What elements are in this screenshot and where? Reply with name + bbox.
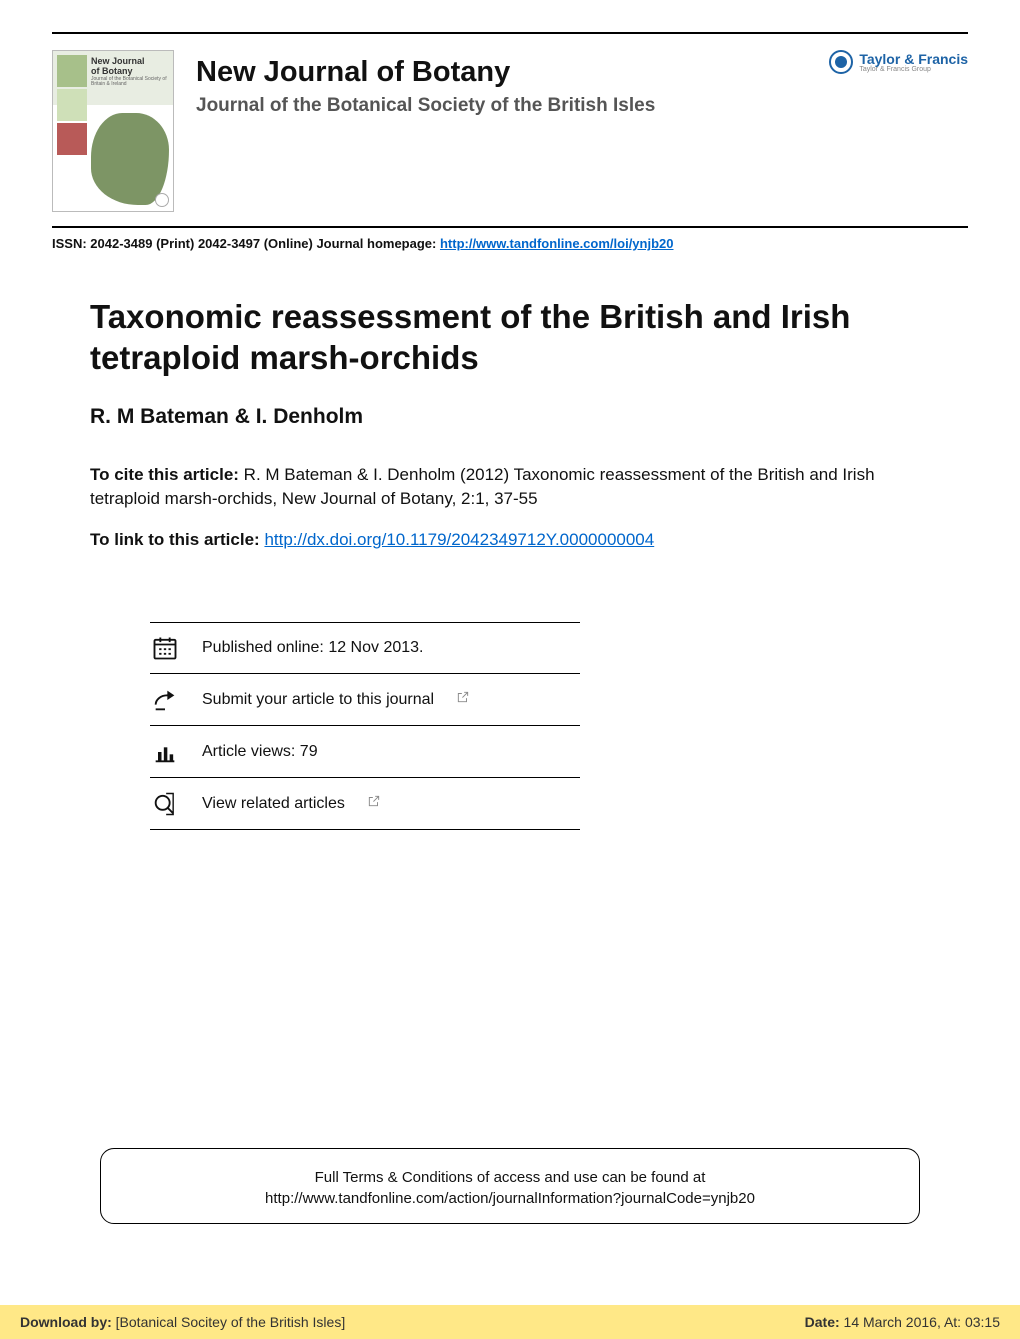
meta-published-row: Published online: 12 Nov 2013. bbox=[150, 622, 580, 674]
magnifier-document-icon bbox=[150, 789, 180, 819]
journal-cover-thumbnail: New Journal of Botany Journal of the Bot… bbox=[52, 50, 174, 212]
calendar-icon bbox=[150, 633, 180, 663]
download-by: Download by: [Botanical Socitey of the B… bbox=[20, 1314, 345, 1330]
meta-list: Published online: 12 Nov 2013. Submit yo… bbox=[150, 622, 930, 830]
citation: To cite this article: R. M Bateman & I. … bbox=[90, 463, 930, 512]
link-lead: To link to this article: bbox=[90, 530, 264, 549]
journal-subtitle: Journal of the Botanical Society of the … bbox=[196, 95, 968, 117]
download-bar: Download by: [Botanical Socitey of the B… bbox=[0, 1305, 1020, 1339]
bar-chart-icon bbox=[150, 737, 180, 767]
publisher-name: Taylor & Francis bbox=[859, 52, 968, 66]
meta-submit-row[interactable]: Submit your article to this journal bbox=[150, 674, 580, 726]
pencil-note-icon bbox=[150, 685, 180, 715]
download-lead: Download by: bbox=[20, 1314, 116, 1330]
publisher-tagline: Taylor & Francis Group bbox=[859, 66, 968, 73]
cover-publisher-badge bbox=[155, 193, 169, 207]
cover-subtitle: Journal of the Botanical Society of Brit… bbox=[91, 77, 169, 88]
meta-views-label: Article views: 79 bbox=[202, 743, 318, 761]
terms-line1: Full Terms & Conditions of access and us… bbox=[121, 1167, 899, 1188]
external-link-icon bbox=[456, 690, 470, 709]
meta-related-label: View related articles bbox=[202, 795, 345, 813]
article-title: Taxonomic reassessment of the British an… bbox=[90, 296, 930, 379]
download-date-lead: Date: bbox=[805, 1314, 844, 1330]
cover-title: New Journal of Botany Journal of the Bot… bbox=[91, 57, 169, 88]
article-link-line: To link to this article: http://dx.doi.o… bbox=[90, 530, 930, 550]
meta-views-row: Article views: 79 bbox=[150, 726, 580, 778]
publisher-badge: Taylor & Francis Taylor & Francis Group bbox=[829, 50, 968, 74]
citation-lead: To cite this article: bbox=[90, 465, 239, 484]
cover-side-images bbox=[57, 55, 87, 155]
download-date-value: 14 March 2016, At: 03:15 bbox=[844, 1314, 1000, 1330]
download-date: Date: 14 March 2016, At: 03:15 bbox=[805, 1314, 1000, 1330]
article-authors: R. M Bateman & I. Denholm bbox=[90, 405, 930, 429]
cover-map-graphic bbox=[91, 113, 169, 205]
meta-published-label: Published online: 12 Nov 2013. bbox=[202, 639, 424, 657]
publisher-text-block: Taylor & Francis Taylor & Francis Group bbox=[859, 52, 968, 73]
issn-bar: ISSN: 2042-3489 (Print) 2042-3497 (Onlin… bbox=[52, 226, 968, 251]
issn-text: ISSN: 2042-3489 (Print) 2042-3497 (Onlin… bbox=[52, 236, 440, 251]
external-link-icon bbox=[367, 794, 381, 813]
terms-footer: Full Terms & Conditions of access and us… bbox=[100, 1148, 920, 1224]
header: New Journal of Botany Journal of the Bot… bbox=[52, 50, 968, 212]
meta-related-row[interactable]: View related articles bbox=[150, 778, 580, 830]
download-by-value: [Botanical Socitey of the British Isles] bbox=[116, 1314, 346, 1330]
taylor-francis-icon bbox=[829, 50, 853, 74]
top-rule bbox=[52, 32, 968, 34]
doi-link[interactable]: http://dx.doi.org/10.1179/2042349712Y.00… bbox=[264, 530, 654, 549]
meta-submit-label: Submit your article to this journal bbox=[202, 691, 434, 709]
terms-line2: http://www.tandfonline.com/action/journa… bbox=[121, 1188, 899, 1209]
article-block: Taxonomic reassessment of the British an… bbox=[90, 296, 930, 550]
journal-homepage-link[interactable]: http://www.tandfonline.com/loi/ynjb20 bbox=[440, 236, 674, 251]
